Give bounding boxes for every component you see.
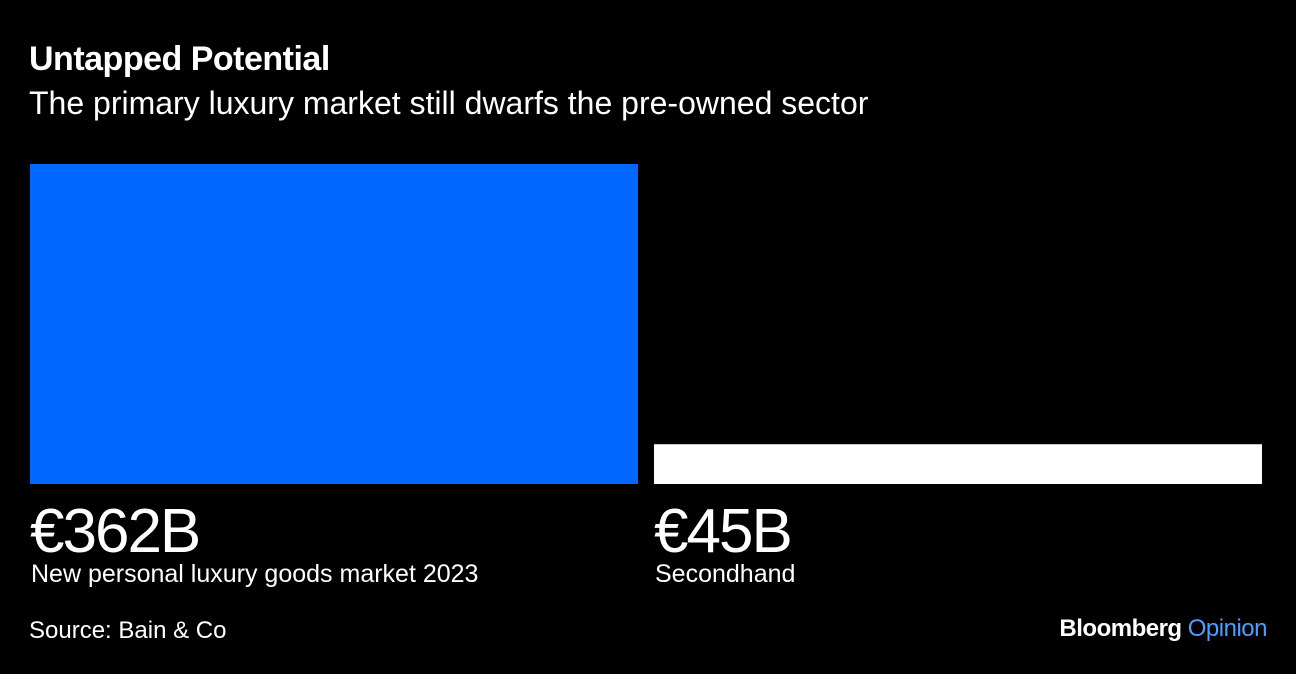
bar-0 [30, 164, 638, 484]
source-note: Source: Bain & Co [29, 617, 227, 644]
category-label-1: Secondhand [655, 560, 795, 588]
brand-name: Bloomberg [1059, 615, 1182, 642]
chart-subtitle: The primary luxury market still dwarfs t… [29, 85, 869, 121]
brand-logo: Bloomberg Opinion [1059, 615, 1267, 643]
category-label-0: New personal luxury goods market 2023 [31, 560, 478, 588]
bar-1 [654, 444, 1262, 484]
value-label-1: €45B [654, 497, 791, 566]
chart-title: Untapped Potential [29, 40, 330, 78]
value-label-0: €362B [30, 497, 199, 566]
brand-section: Opinion [1187, 615, 1268, 642]
